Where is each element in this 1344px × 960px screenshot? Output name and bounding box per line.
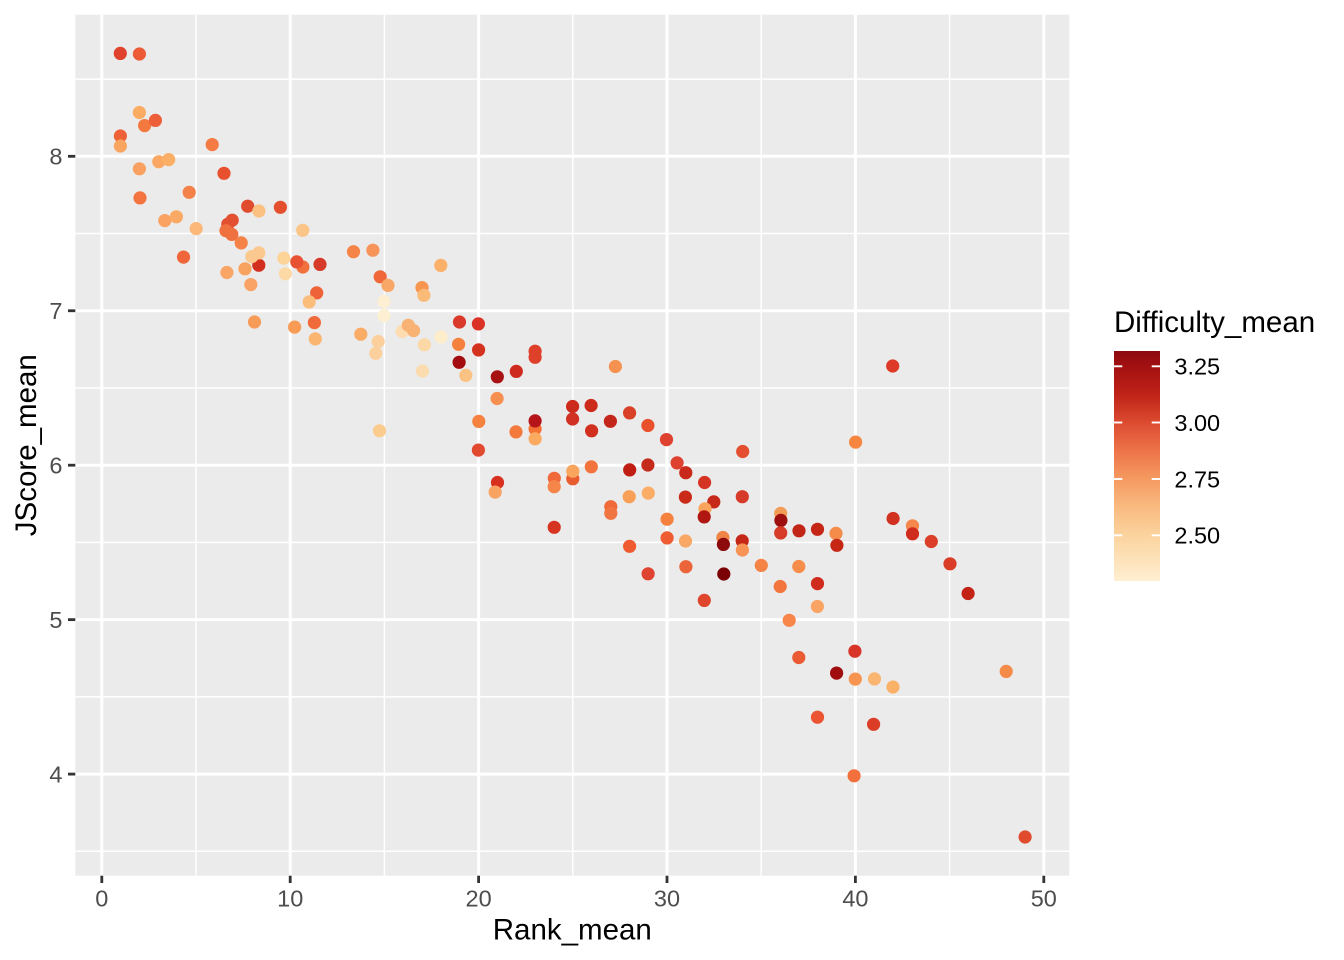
- svg-text:3.25: 3.25: [1174, 354, 1220, 380]
- svg-text:3.00: 3.00: [1174, 410, 1220, 436]
- svg-text:Difficulty_mean: Difficulty_mean: [1114, 306, 1315, 339]
- svg-text:4: 4: [49, 761, 62, 787]
- svg-text:8: 8: [49, 144, 62, 170]
- svg-text:30: 30: [654, 886, 680, 912]
- svg-text:50: 50: [1031, 886, 1057, 912]
- svg-text:Rank_mean: Rank_mean: [493, 914, 652, 947]
- svg-text:2.75: 2.75: [1174, 466, 1220, 492]
- svg-text:40: 40: [842, 886, 868, 912]
- svg-text:6: 6: [49, 453, 62, 479]
- svg-text:7: 7: [49, 298, 62, 324]
- svg-text:10: 10: [277, 886, 303, 912]
- svg-text:5: 5: [49, 607, 62, 633]
- svg-text:JScore_mean: JScore_mean: [10, 354, 43, 536]
- svg-text:20: 20: [466, 886, 492, 912]
- svg-text:0: 0: [95, 886, 108, 912]
- svg-text:2.50: 2.50: [1174, 523, 1220, 549]
